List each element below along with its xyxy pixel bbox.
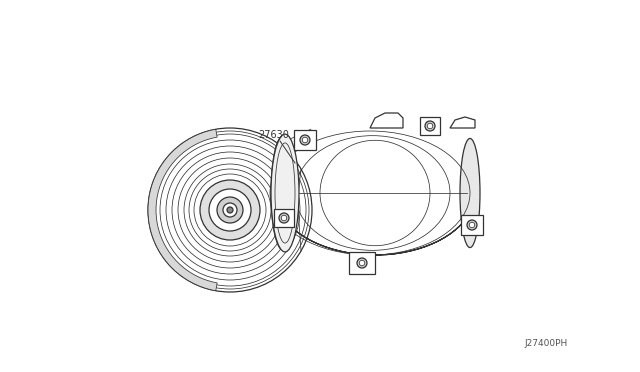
- Circle shape: [469, 222, 475, 228]
- Circle shape: [279, 213, 289, 223]
- Text: J27400PH: J27400PH: [525, 339, 568, 348]
- Ellipse shape: [271, 136, 295, 250]
- Circle shape: [281, 215, 287, 221]
- Polygon shape: [148, 129, 217, 291]
- Circle shape: [428, 123, 433, 129]
- Polygon shape: [294, 130, 316, 150]
- Circle shape: [223, 203, 237, 217]
- Polygon shape: [274, 209, 294, 227]
- Circle shape: [148, 128, 312, 292]
- Polygon shape: [461, 215, 483, 235]
- Polygon shape: [370, 113, 403, 128]
- Circle shape: [425, 121, 435, 131]
- Circle shape: [200, 180, 260, 240]
- Text: 27630: 27630: [258, 130, 289, 140]
- Circle shape: [217, 197, 243, 223]
- Circle shape: [357, 258, 367, 268]
- Polygon shape: [420, 117, 440, 135]
- Circle shape: [467, 220, 477, 230]
- Polygon shape: [450, 117, 475, 128]
- Circle shape: [359, 260, 365, 266]
- Polygon shape: [349, 252, 375, 274]
- Circle shape: [300, 135, 310, 145]
- Ellipse shape: [460, 138, 480, 247]
- Circle shape: [302, 137, 308, 143]
- Polygon shape: [275, 193, 475, 255]
- Ellipse shape: [271, 134, 299, 252]
- Circle shape: [209, 189, 251, 231]
- Circle shape: [227, 207, 233, 213]
